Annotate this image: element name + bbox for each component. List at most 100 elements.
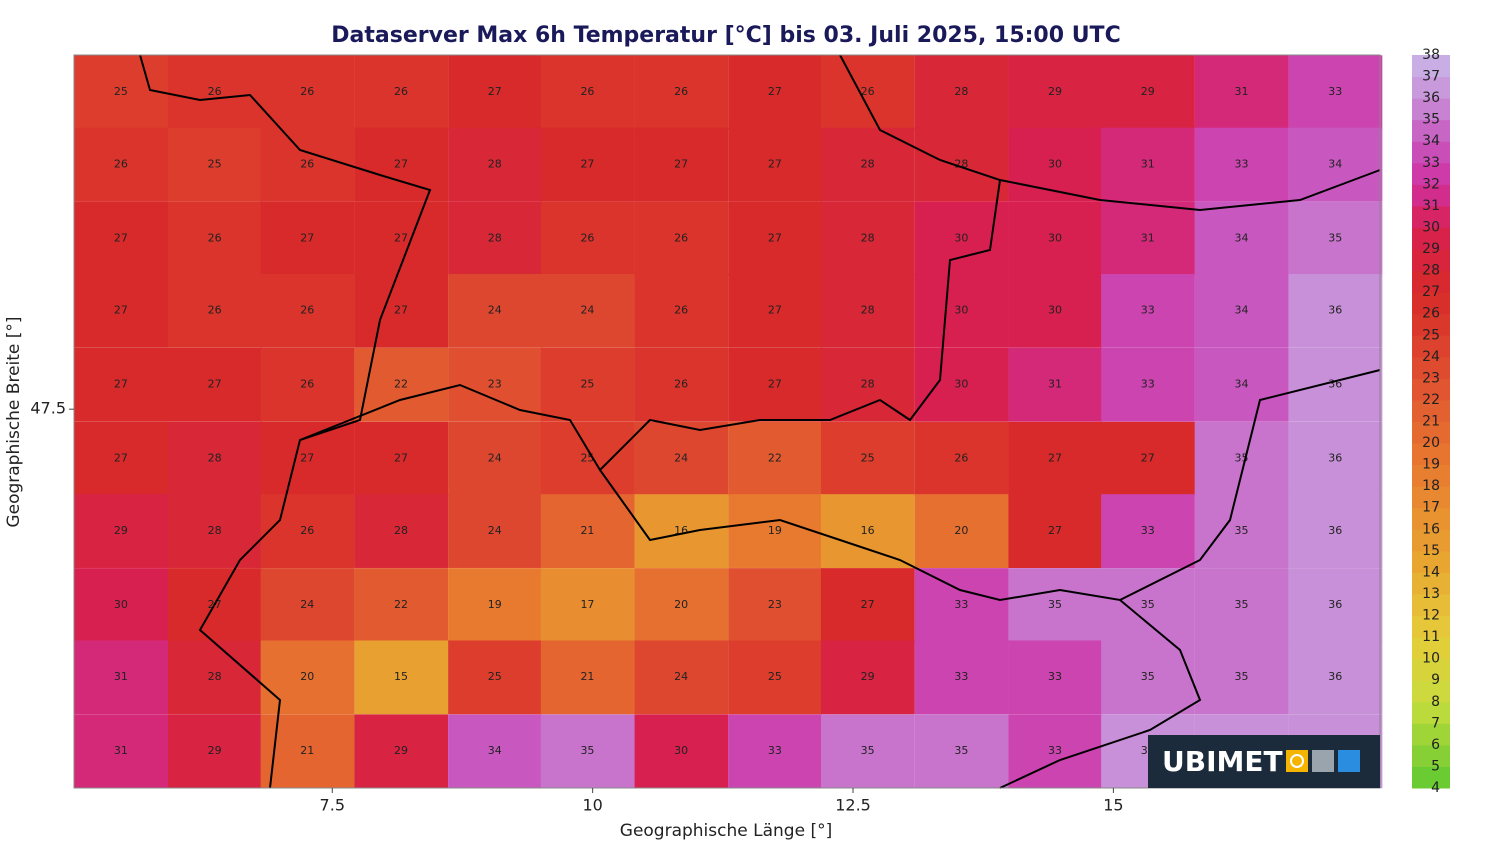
cell-label: 34	[1234, 378, 1248, 391]
colorbar-band	[1412, 529, 1450, 552]
cell-label: 19	[768, 524, 782, 537]
cell-label: 20	[954, 524, 968, 537]
cell-label: 15	[394, 670, 408, 683]
cell	[448, 347, 542, 422]
logo: UBIMET	[1162, 745, 1283, 778]
cell	[167, 421, 262, 496]
cell	[167, 273, 262, 348]
colorbar-tick-label: 4	[1431, 780, 1440, 796]
cell	[448, 568, 542, 642]
cell	[634, 714, 729, 789]
cell	[260, 494, 355, 568]
colorbar-band	[1412, 205, 1450, 228]
cell	[820, 640, 915, 715]
cell-label: 26	[580, 85, 594, 98]
cell	[448, 201, 542, 276]
border	[999, 599, 1202, 789]
cell-label: 26	[300, 304, 314, 317]
cell	[1194, 494, 1289, 568]
colorbar-tick-label: 17	[1422, 500, 1440, 516]
cell-label: 30	[114, 598, 128, 611]
cell	[540, 273, 635, 348]
colorbar-tick-label: 23	[1422, 370, 1440, 386]
cell-label: 33	[1141, 304, 1155, 317]
cell-label: 27	[300, 231, 314, 244]
colorbar-band	[1412, 356, 1450, 379]
cell-label: 27	[394, 451, 408, 464]
cell-label: 25	[488, 670, 502, 683]
icon	[1290, 754, 1304, 768]
cell-label: 24	[300, 598, 314, 611]
cell	[540, 201, 635, 276]
cell	[540, 640, 635, 715]
cell-label: 26	[394, 85, 408, 98]
cell	[540, 568, 635, 642]
cell	[1008, 640, 1103, 715]
cell	[74, 640, 169, 715]
cell	[448, 127, 542, 202]
cell	[634, 127, 729, 202]
colorbar-band	[1412, 550, 1450, 573]
cell	[1008, 201, 1103, 276]
cell-label: 26	[300, 157, 314, 170]
cell	[1101, 55, 1195, 130]
colorbar-band	[1412, 637, 1450, 660]
cell-label: 28	[208, 670, 222, 683]
cell-label: 35	[1234, 524, 1248, 537]
cell-label: 31	[1141, 231, 1155, 244]
cell-label: 25	[861, 451, 875, 464]
cell-label: 31	[114, 744, 128, 757]
colorbar-tick-label: 8	[1431, 694, 1440, 710]
y-tick-label: 47.5	[30, 399, 66, 418]
cell	[167, 494, 262, 568]
cell-label: 22	[394, 378, 408, 391]
colorbar-tick-label: 34	[1422, 133, 1440, 149]
colorbar-band	[1412, 464, 1450, 487]
cell	[1008, 347, 1103, 422]
cell-label: 35	[954, 744, 968, 757]
colorbar-tick-label: 36	[1422, 90, 1440, 106]
colorbar-tick-label: 9	[1431, 672, 1440, 688]
cell	[167, 347, 262, 422]
cell	[728, 568, 823, 642]
cell	[448, 421, 542, 496]
cell	[914, 640, 1009, 715]
cell	[1101, 494, 1195, 568]
cell-label: 30	[954, 304, 968, 317]
cell-label: 30	[1048, 304, 1062, 317]
cell	[914, 347, 1009, 422]
cell	[634, 347, 729, 422]
cell	[74, 568, 169, 642]
colorbar-band	[1412, 723, 1450, 746]
cell-label: 16	[861, 524, 875, 537]
cell-label: 35	[1328, 231, 1342, 244]
cell-label: 27	[1048, 524, 1062, 537]
cell	[74, 347, 169, 422]
colorbar-band	[1412, 98, 1450, 121]
colorbar-tick-label: 27	[1422, 284, 1440, 300]
cell-label: 26	[674, 231, 688, 244]
cell	[820, 494, 915, 568]
cell-label: 28	[954, 85, 968, 98]
cell-label: 23	[488, 378, 502, 391]
cell-label: 31	[1141, 157, 1155, 170]
cell	[1101, 273, 1195, 348]
borders	[139, 54, 1381, 789]
colorbar-band	[1412, 270, 1450, 293]
colorbar-band	[1412, 141, 1450, 164]
colorbar-band	[1412, 766, 1450, 789]
cell	[1194, 421, 1289, 496]
colorbar-tick-label: 14	[1422, 564, 1440, 580]
cell	[1288, 347, 1383, 422]
cell	[260, 347, 355, 422]
colorbar-tick-label: 16	[1422, 521, 1440, 537]
cell-label: 21	[580, 524, 594, 537]
colorbar-band	[1412, 249, 1450, 272]
cell	[728, 273, 823, 348]
cell	[914, 421, 1009, 496]
cell	[260, 640, 355, 715]
cell	[1194, 273, 1289, 348]
colorbar-tick-label: 37	[1422, 69, 1440, 85]
colorbar-band	[1412, 572, 1450, 595]
cell	[74, 201, 169, 276]
